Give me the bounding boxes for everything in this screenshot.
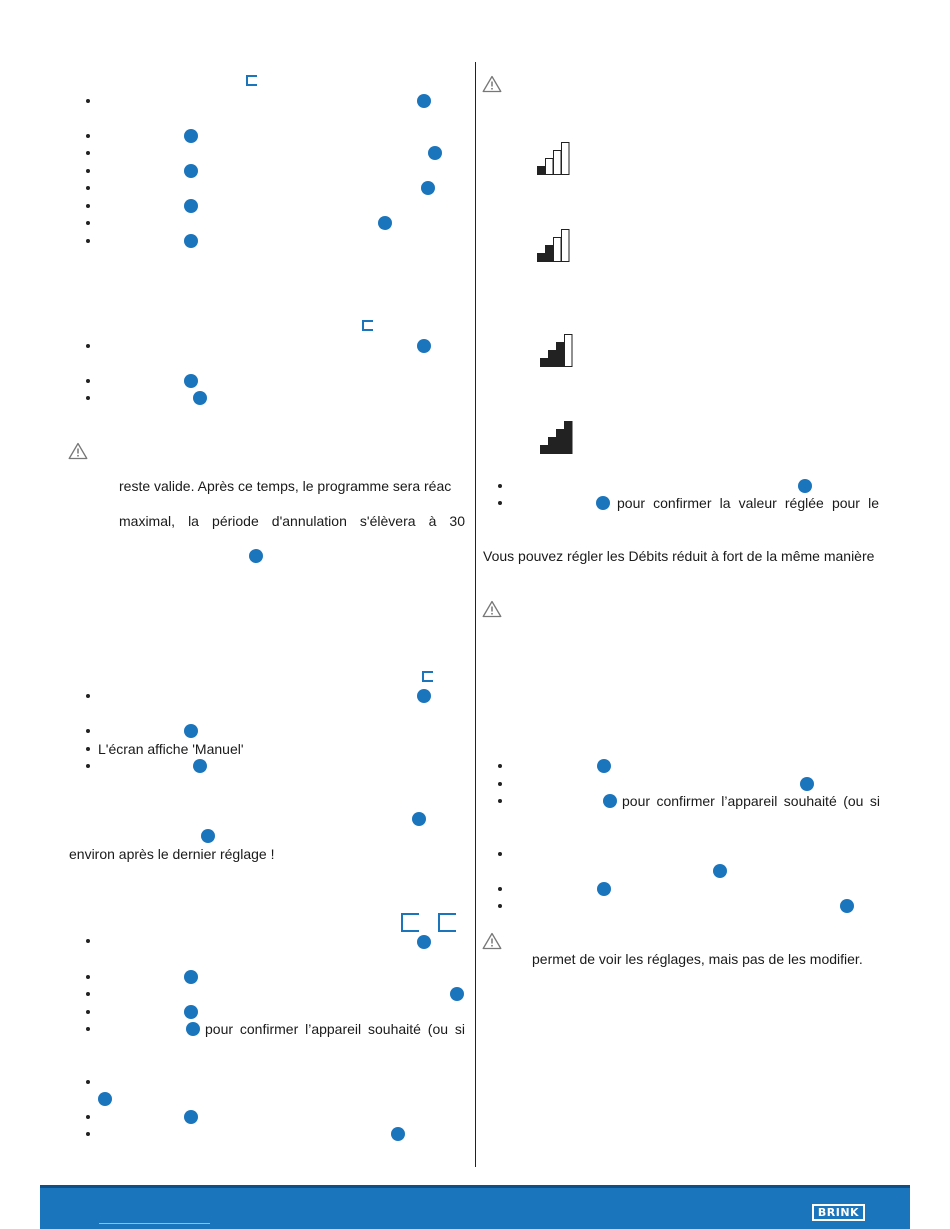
bullet xyxy=(86,169,90,173)
step-dot-icon xyxy=(417,935,431,949)
warning-triangle-icon xyxy=(68,442,88,460)
step-dot-icon xyxy=(417,689,431,703)
step-dot-icon xyxy=(98,1092,112,1106)
bullet xyxy=(498,852,502,856)
warning-text-line-2: maximal, la période d'annulation s'élève… xyxy=(119,513,465,529)
brink-logo: BRINK xyxy=(812,1204,865,1221)
bullet xyxy=(498,501,502,505)
step-dot-icon xyxy=(184,374,198,388)
bullet xyxy=(86,344,90,348)
bullet xyxy=(86,729,90,733)
bullet xyxy=(86,939,90,943)
bullet xyxy=(86,134,90,138)
screen-manual-text: L'écran affiche 'Manuel' xyxy=(98,741,244,757)
bullet xyxy=(86,239,90,243)
step-dot-icon xyxy=(184,1005,198,1019)
button-bracket-icon xyxy=(246,75,257,86)
bullet xyxy=(86,992,90,996)
step-dot-icon xyxy=(391,1127,405,1141)
step-dot-icon xyxy=(184,234,198,248)
step-dot-icon xyxy=(193,759,207,773)
bullet xyxy=(86,764,90,768)
bullet xyxy=(498,799,502,803)
bullet xyxy=(86,1027,90,1031)
bullet xyxy=(86,221,90,225)
step-dot-icon xyxy=(428,146,442,160)
step-dot-icon xyxy=(798,479,812,493)
step-dot-icon xyxy=(603,794,617,808)
bullet xyxy=(86,1115,90,1119)
footer-link-underline[interactable] xyxy=(99,1223,210,1224)
step-dot-icon xyxy=(184,164,198,178)
left-column: reste valide. Après ce temps, le program… xyxy=(0,0,475,1180)
step-dot-icon xyxy=(378,216,392,230)
step-dot-icon xyxy=(597,882,611,896)
bullet xyxy=(86,379,90,383)
step-dot-icon xyxy=(193,391,207,405)
step-dot-icon xyxy=(596,496,610,510)
bullet xyxy=(86,1080,90,1084)
bullet xyxy=(498,904,502,908)
bullet xyxy=(86,99,90,103)
confirm-device-text: pour confirmer l’appareil souhaité (ou s… xyxy=(205,1021,465,1037)
bullet xyxy=(86,1132,90,1136)
step-dot-icon xyxy=(201,829,215,843)
bullet xyxy=(86,1010,90,1014)
step-dot-icon xyxy=(412,812,426,826)
bullet xyxy=(86,694,90,698)
bullet xyxy=(86,151,90,155)
step-dot-icon xyxy=(417,339,431,353)
button-bracket-icon xyxy=(438,913,456,932)
step-dot-icon xyxy=(421,181,435,195)
bullet xyxy=(86,975,90,979)
step-dot-icon xyxy=(184,724,198,738)
warning-triangle-icon xyxy=(482,75,502,93)
step-dot-icon xyxy=(450,987,464,1001)
button-bracket-icon xyxy=(401,913,419,932)
bullet xyxy=(86,186,90,190)
button-bracket-icon xyxy=(362,320,373,331)
step-dot-icon xyxy=(713,864,727,878)
warning-triangle-icon xyxy=(482,600,502,618)
step-dot-icon xyxy=(800,777,814,791)
bullet xyxy=(86,747,90,751)
bullet xyxy=(86,396,90,400)
confirm-device-text-right: pour confirmer l’appareil souhaité (ou s… xyxy=(622,793,880,809)
level-1-bars-icon xyxy=(537,142,570,175)
bullet xyxy=(498,764,502,768)
step-dot-icon xyxy=(184,970,198,984)
warning-text-line-1: reste valide. Après ce temps, le program… xyxy=(119,478,452,494)
level-3-bars-icon xyxy=(540,334,573,367)
view-settings-text: permet de voir les réglages, mais pas de… xyxy=(532,951,863,967)
step-dot-icon xyxy=(184,1110,198,1124)
bullet xyxy=(498,887,502,891)
after-setting-text: environ après le dernier réglage ! xyxy=(69,846,275,862)
column-divider xyxy=(475,62,476,1167)
debits-note-text: Vous pouvez régler les Débits réduit à f… xyxy=(483,548,875,564)
step-dot-icon xyxy=(184,129,198,143)
level-4-bars-icon xyxy=(540,421,573,454)
confirm-value-text: pour confirmer la valeur réglée pour le xyxy=(617,495,879,511)
bullet xyxy=(498,484,502,488)
button-bracket-icon xyxy=(422,671,433,682)
warning-triangle-icon xyxy=(482,932,502,950)
right-column xyxy=(476,0,950,1180)
step-dot-icon xyxy=(597,759,611,773)
step-dot-icon xyxy=(186,1022,200,1036)
bullet xyxy=(86,204,90,208)
step-dot-icon xyxy=(249,549,263,563)
level-2-bars-icon xyxy=(537,229,570,262)
page-footer: BRINK xyxy=(40,1185,910,1229)
bullet xyxy=(498,782,502,786)
step-dot-icon xyxy=(184,199,198,213)
step-dot-icon xyxy=(840,899,854,913)
step-dot-icon xyxy=(417,94,431,108)
